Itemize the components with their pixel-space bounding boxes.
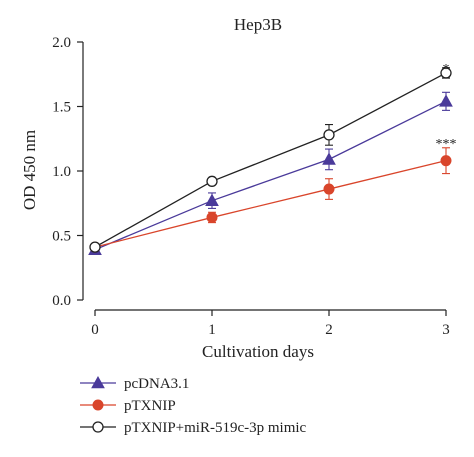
y-tick-label: 0.5 (52, 229, 71, 245)
x-axis-label: Cultivation days (202, 342, 314, 361)
legend-marker (92, 399, 104, 411)
series-3 (89, 67, 452, 253)
data-point (323, 183, 335, 195)
data-point (440, 67, 452, 79)
series-line (94, 72, 447, 248)
data-point (206, 211, 218, 223)
legend-item: pTXNIP (80, 398, 176, 414)
series-line (94, 100, 447, 251)
x-tick-label: 1 (208, 322, 216, 338)
legend-marker (92, 421, 104, 433)
data-point (323, 129, 335, 141)
series-group (88, 67, 453, 255)
series-2 (89, 147, 452, 253)
y-tick-label: 1.0 (52, 164, 71, 180)
chart-title: Hep3B (234, 15, 282, 34)
x-tick-label: 0 (91, 322, 99, 338)
legend-label: pcDNA3.1 (124, 376, 189, 392)
legend-item: pcDNA3.1 (80, 375, 189, 392)
significance-label: *** (436, 137, 457, 152)
legend-item: pTXNIP+miR-519c-3p mimic (80, 420, 307, 436)
y-tick-label: 1.5 (52, 100, 71, 116)
data-point (89, 241, 101, 253)
data-point (439, 94, 453, 107)
significance-label: * (443, 62, 450, 77)
legend-label: pTXNIP (124, 398, 176, 414)
y-tick-label: 2.0 (52, 35, 71, 51)
x-tick-label: 3 (442, 322, 450, 338)
data-point (205, 193, 219, 206)
data-point (322, 152, 336, 165)
series-1 (88, 91, 453, 255)
y-tick-label: 0.0 (52, 293, 71, 309)
data-point (440, 155, 452, 167)
legend: pcDNA3.1 pTXNIP pTXNIP+miR-519c-3p mimic (80, 375, 307, 436)
legend-label: pTXNIP+miR-519c-3p mimic (124, 420, 307, 436)
annotations: **** (436, 62, 457, 152)
series-line (94, 160, 447, 248)
tick-labels: 0.0 0.5 1.0 1.5 2.0 0 1 2 3 (52, 35, 450, 338)
data-point (206, 175, 218, 187)
x-tick-label: 2 (325, 322, 333, 338)
axes (77, 41, 447, 316)
legend-marker (91, 375, 105, 389)
y-axis-label: OD 450 nm (20, 130, 39, 210)
